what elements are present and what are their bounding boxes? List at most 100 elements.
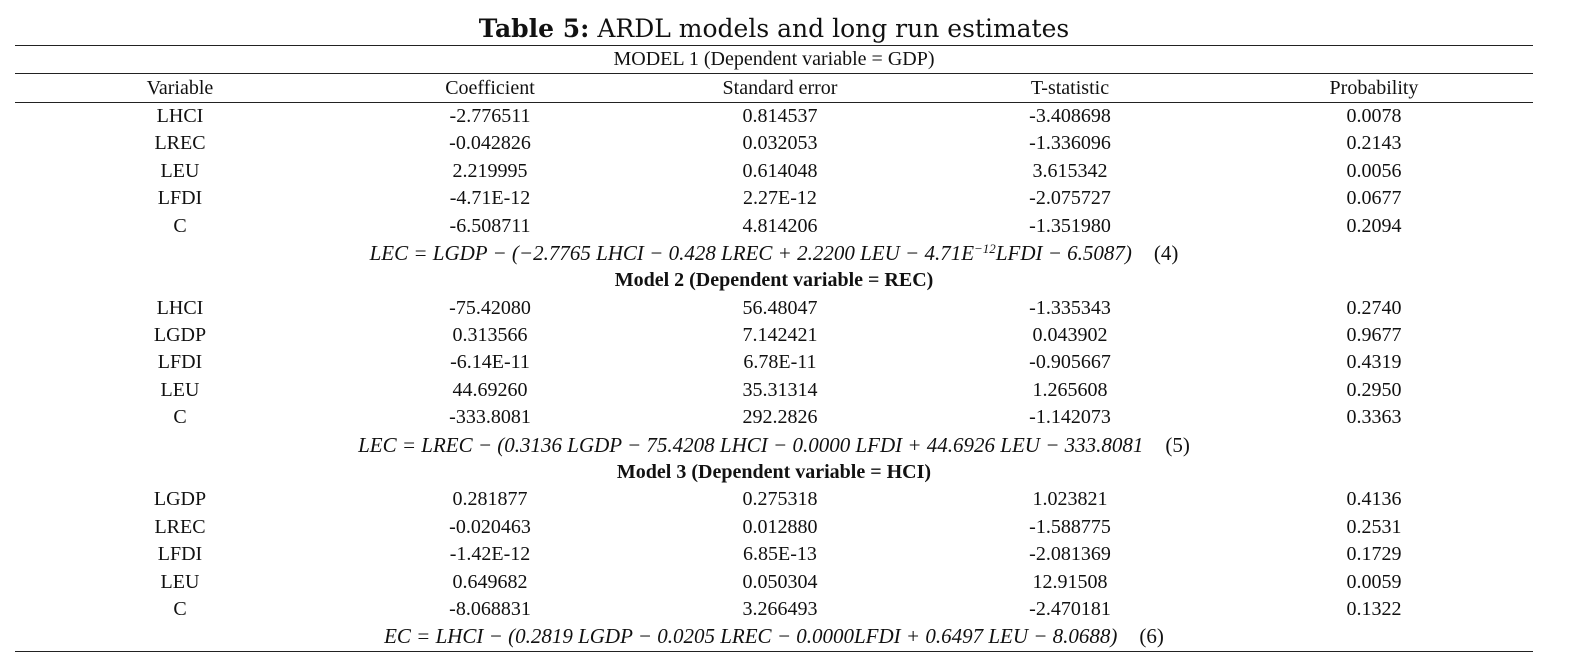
cell-variable: LGDP — [153, 324, 207, 347]
table-row: LGDP 0.313566 7.142421 0.043902 0.9677 — [15, 322, 1533, 349]
table-title-label: Table 5: — [478, 14, 590, 43]
table-row: LEU 0.649682 0.050304 12.91508 0.0059 — [15, 568, 1533, 595]
cell-coefficient: -1.42E-12 — [449, 543, 531, 566]
cell-variable: LREC — [154, 132, 206, 155]
cell-variable: LGDP — [153, 488, 207, 511]
model3-equation: EC = LHCI − (0.2819 LGDP − 0.0205 LREC −… — [15, 624, 1533, 649]
cell-variable: LFDI — [157, 543, 203, 566]
cell-variable: C — [173, 406, 187, 429]
cell-probability: 0.2740 — [1346, 296, 1402, 319]
cell-t-statistic: 0.043902 — [1032, 324, 1108, 347]
cell-coefficient: 0.313566 — [452, 324, 528, 347]
cell-probability: 0.3363 — [1346, 406, 1402, 429]
model2-equation-row: LEC = LREC − (0.3136 LGDP − 75.4208 LHCI… — [15, 431, 1533, 458]
table-title: Table 5: ARDL models and long run estima… — [15, 14, 1533, 45]
model1-equation: LEC = LGDP − (−2.7765 LHCI − 0.428 LREC … — [15, 241, 1533, 266]
cell-standard-error: 6.85E-13 — [743, 543, 817, 566]
cell-probability: 0.1729 — [1346, 543, 1402, 566]
cell-t-statistic: -1.335343 — [1029, 296, 1111, 319]
cell-t-statistic: -1.142073 — [1029, 406, 1111, 429]
cell-t-statistic: -2.081369 — [1029, 543, 1111, 566]
table-container: Table 5: ARDL models and long run estima… — [15, 14, 1533, 652]
cell-t-statistic: 3.615342 — [1032, 159, 1108, 182]
model1-equation-pre: LEC = LGDP − (−2.7765 LHCI − 0.428 LREC … — [369, 240, 975, 265]
model3-equation-tag: (6) — [1139, 624, 1164, 649]
model1-body: LHCI -2.776511 0.814537 -3.408698 0.0078 LREC… — [15, 103, 1533, 240]
cell-t-statistic: -2.075727 — [1029, 187, 1111, 210]
cell-standard-error: 4.814206 — [742, 214, 818, 237]
cell-probability: 0.2950 — [1346, 378, 1402, 401]
cell-coefficient: 0.649682 — [452, 570, 528, 593]
model1-equation-post: LFDI − 6.5087) — [995, 240, 1132, 265]
table-row: LHCI -2.776511 0.814537 -3.408698 0.0078 — [15, 103, 1533, 130]
model2-equation-text: LEC = LREC − (0.3136 LGDP − 75.4208 LHCI… — [358, 432, 1144, 457]
cell-standard-error: 0.814537 — [742, 104, 818, 127]
cell-standard-error: 35.31314 — [742, 378, 818, 401]
table-row: LREC -0.020463 0.012880 -1.588775 0.2531 — [15, 514, 1533, 541]
cell-variable: LHCI — [156, 104, 204, 127]
bottom-rule — [15, 650, 1533, 652]
model3-heading: Model 3 (Dependent variable = HCI) — [616, 461, 932, 484]
cell-variable: LEU — [160, 570, 200, 593]
cell-probability: 0.4136 — [1346, 488, 1402, 511]
cell-t-statistic: -1.351980 — [1029, 214, 1111, 237]
cell-probability: 0.0059 — [1346, 570, 1402, 593]
col-header-t-statistic: T-statistic — [1030, 76, 1110, 99]
model2-equation-tag: (5) — [1165, 432, 1190, 457]
cell-variable: LEU — [160, 159, 200, 182]
cell-standard-error: 0.614048 — [742, 159, 818, 182]
model1-equation-row: LEC = LGDP − (−2.7765 LHCI − 0.428 LREC … — [15, 240, 1533, 267]
cell-coefficient: -75.42080 — [449, 296, 531, 319]
model1-equation-tag: (4) — [1153, 240, 1179, 265]
col-header-standard-error: Standard error — [722, 76, 838, 99]
model3-body: LGDP 0.281877 0.275318 1.023821 0.4136 LREC -0… — [15, 486, 1533, 623]
model1-heading-row: MODEL 1 (Dependent variable = GDP) — [15, 46, 1533, 73]
cell-coefficient: -8.068831 — [449, 598, 531, 620]
cell-t-statistic: -2.470181 — [1029, 598, 1111, 620]
cell-probability: 0.4319 — [1346, 351, 1402, 374]
cell-standard-error: 0.012880 — [742, 515, 818, 538]
cell-variable: C — [173, 598, 187, 620]
model2-heading: Model 2 (Dependent variable = REC) — [614, 269, 934, 292]
cell-probability: 0.0677 — [1346, 187, 1402, 210]
table-row: LEU 44.69260 35.31314 1.265608 0.2950 — [15, 377, 1533, 404]
table-row: LEU 2.219995 0.614048 3.615342 0.0056 — [15, 158, 1533, 185]
column-header-rule — [15, 101, 1533, 103]
cell-variable: LEU — [160, 378, 200, 401]
cell-t-statistic: -3.408698 — [1029, 104, 1111, 127]
cell-coefficient: 2.219995 — [452, 159, 528, 182]
cell-standard-error: 292.2826 — [742, 406, 818, 429]
table-row: LREC -0.042826 0.032053 -1.336096 0.2143 — [15, 130, 1533, 157]
cell-probability: 0.0056 — [1346, 159, 1402, 182]
table-row: LFDI -6.14E-11 6.78E-11 -0.905667 0.4319 — [15, 349, 1533, 376]
cell-probability: 0.1322 — [1346, 598, 1402, 620]
cell-t-statistic: 1.265608 — [1032, 378, 1108, 401]
model3-heading-row: Model 3 (Dependent variable = HCI) — [15, 459, 1533, 486]
cell-standard-error: 2.27E-12 — [743, 187, 817, 210]
cell-standard-error: 7.142421 — [742, 324, 818, 347]
table-row: C -333.8081 292.2826 -1.142073 0.3363 — [15, 404, 1533, 431]
table-title-text: ARDL models and long run estimates — [589, 14, 1070, 43]
cell-standard-error: 56.48047 — [742, 296, 818, 319]
cell-coefficient: -0.042826 — [449, 132, 531, 155]
cell-coefficient: -333.8081 — [449, 406, 531, 429]
cell-t-statistic: 12.91508 — [1032, 570, 1108, 593]
cell-variable: LHCI — [156, 296, 204, 319]
model3-equation-text: EC = LHCI − (0.2819 LGDP − 0.0205 LREC −… — [384, 624, 1118, 649]
cell-t-statistic: -1.336096 — [1029, 132, 1111, 155]
table-row: LHCI -75.42080 56.48047 -1.335343 0.2740 — [15, 295, 1533, 322]
table-row: C -6.508711 4.814206 -1.351980 0.2094 — [15, 212, 1533, 239]
cell-variable: LFDI — [157, 187, 203, 210]
cell-coefficient: 44.69260 — [452, 378, 528, 401]
cell-coefficient: -0.020463 — [449, 515, 531, 538]
table-row: C -8.068831 3.266493 -2.470181 0.1322 — [15, 596, 1533, 623]
cell-probability: 0.2143 — [1346, 132, 1402, 155]
top-rule — [15, 45, 1533, 46]
cell-t-statistic: -0.905667 — [1029, 351, 1111, 374]
model2-heading-row: Model 2 (Dependent variable = REC) — [15, 267, 1533, 294]
col-header-variable: Variable — [146, 76, 214, 99]
table-row: LGDP 0.281877 0.275318 1.023821 0.4136 — [15, 486, 1533, 513]
cell-probability: 0.0078 — [1346, 104, 1402, 127]
cell-variable: C — [173, 214, 187, 237]
cell-coefficient: -6.508711 — [449, 214, 531, 237]
